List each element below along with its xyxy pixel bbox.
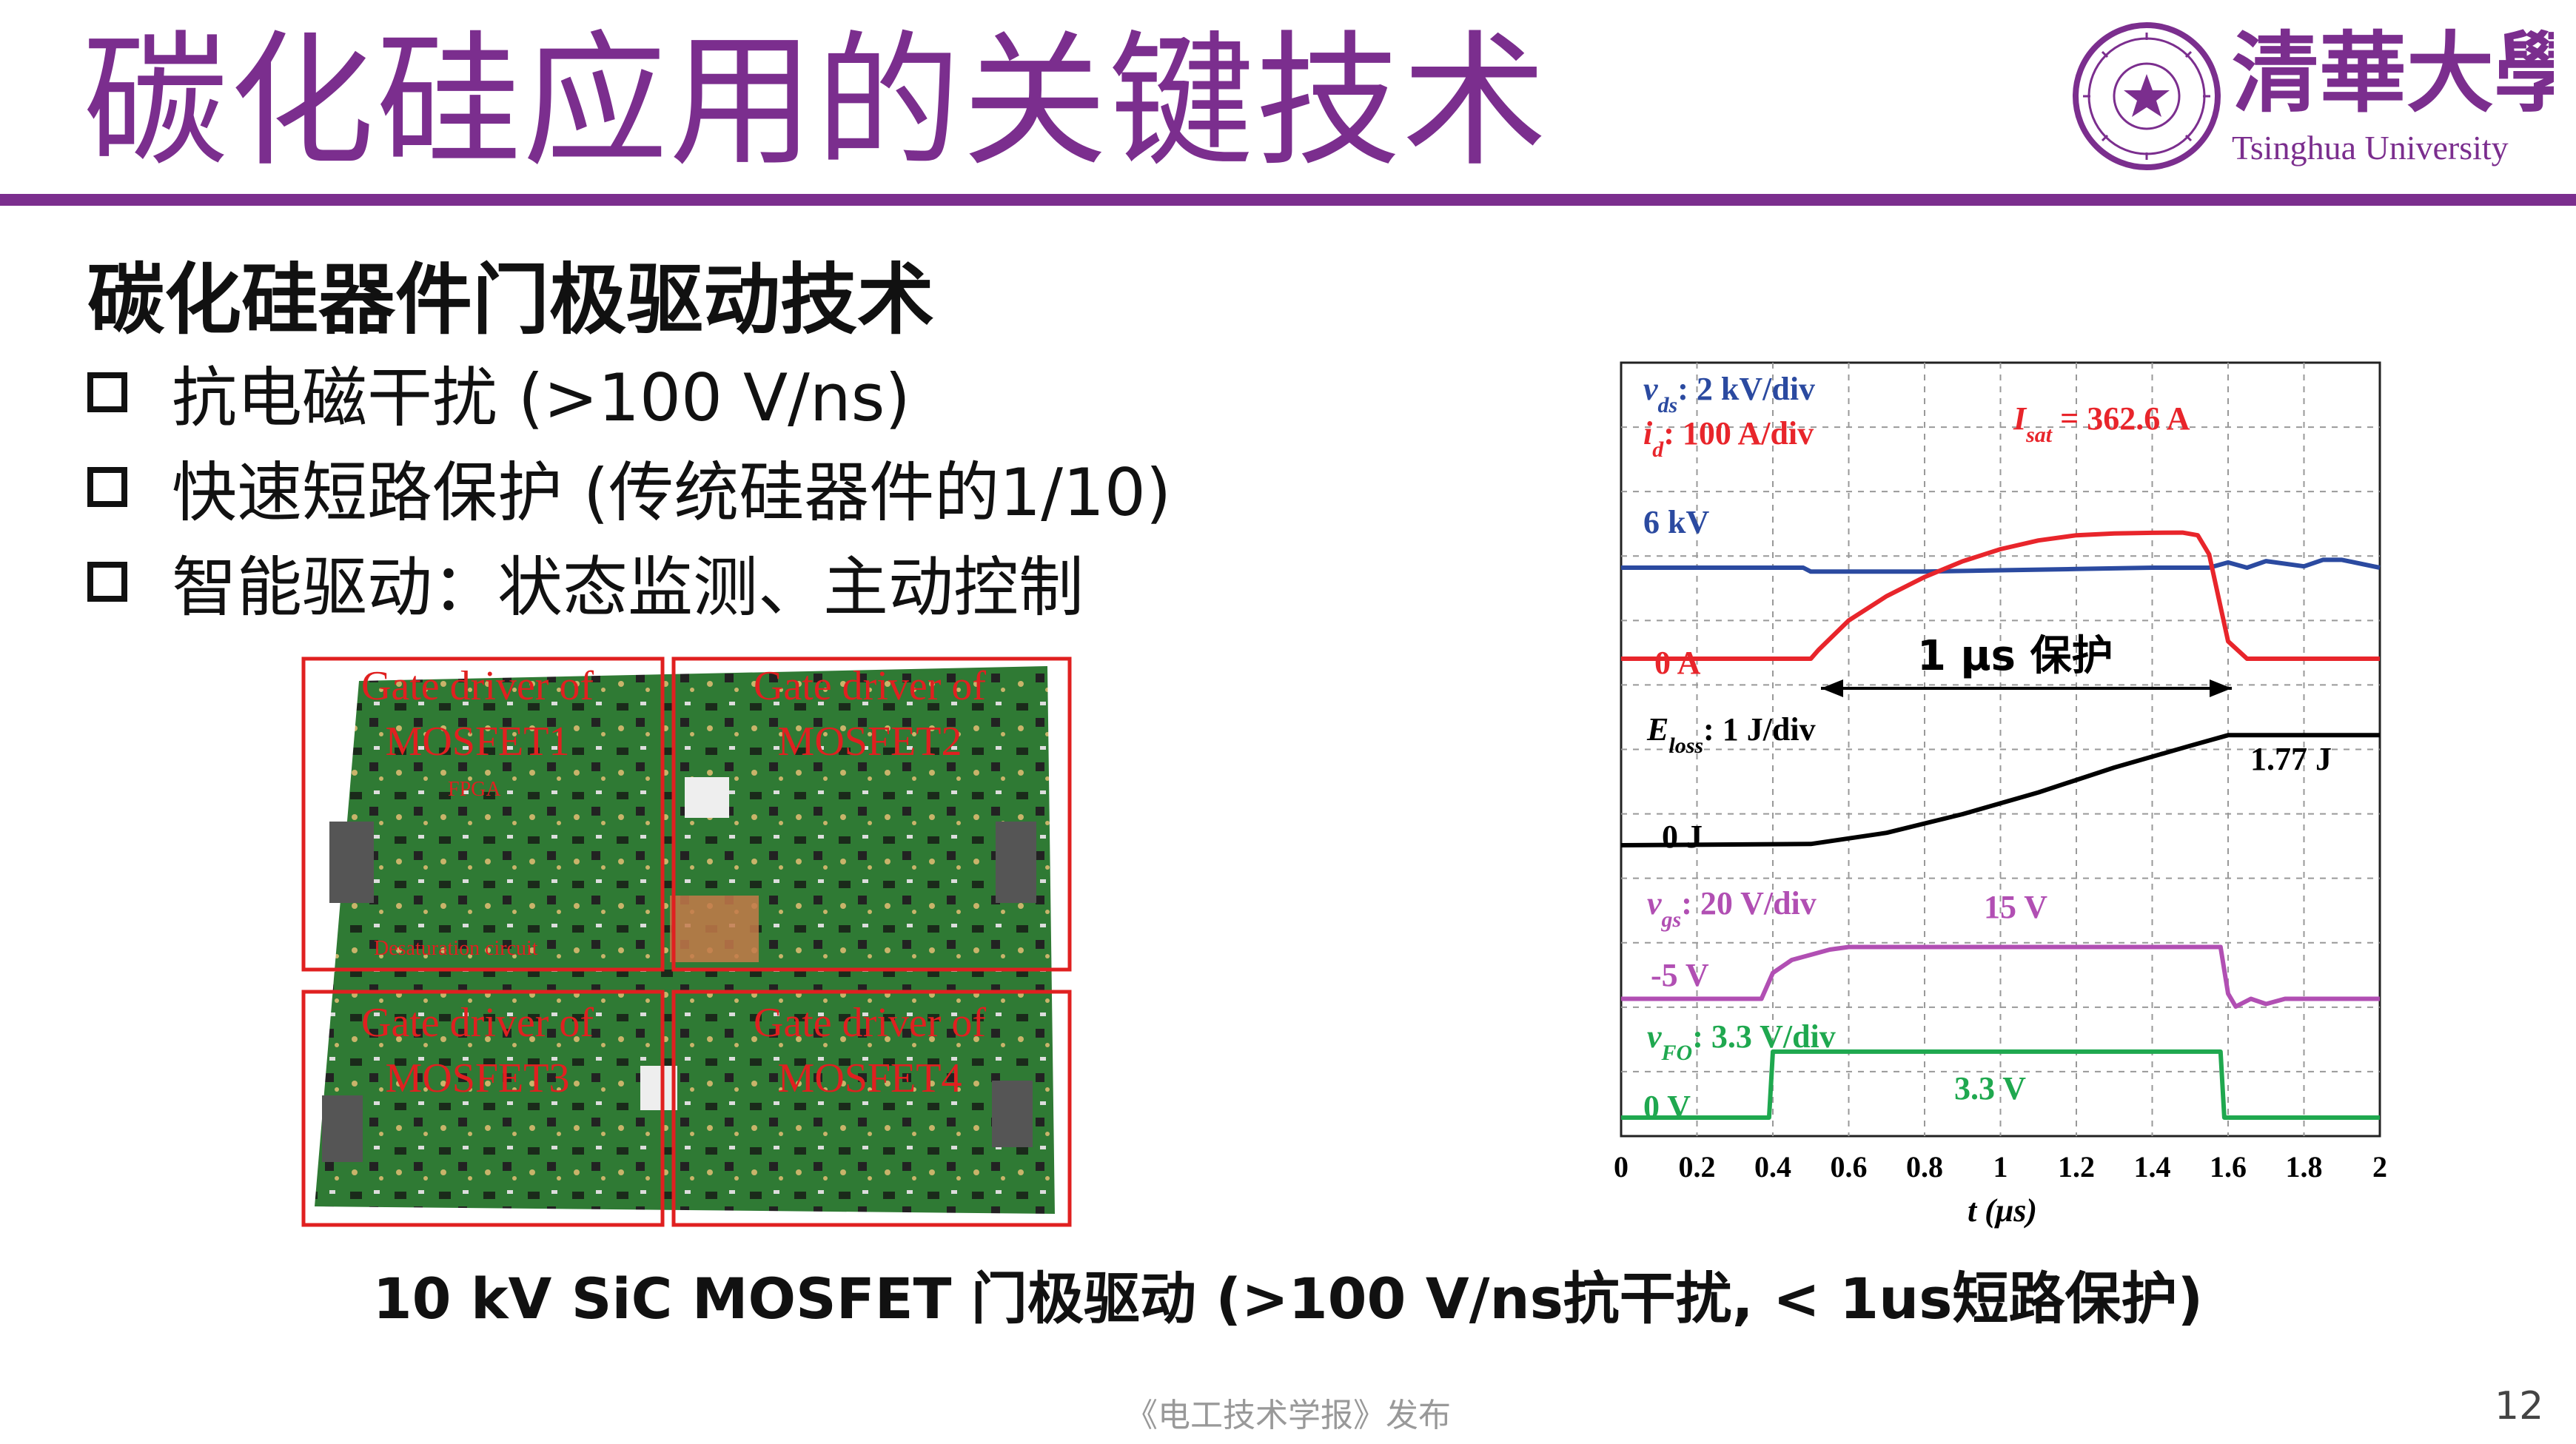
x-tick-label: 0.6 bbox=[1831, 1150, 1868, 1183]
bullet-text: 快速短路保护 (传统硅器件的1/10) bbox=[172, 454, 1172, 531]
tsinghua-logo: 清華大學 Tsinghua University bbox=[2073, 21, 2554, 170]
bullet-text: 抗电磁干扰 (>100 V/ns) bbox=[172, 359, 910, 436]
page-number: 12 bbox=[2495, 1384, 2544, 1428]
gate-driver-board-photo: Gate driver of MOSFET1 Gate driver of MO… bbox=[301, 656, 1072, 1227]
eloss-scale-label: Eloss: 1 J/div bbox=[1646, 711, 1816, 758]
qr-label bbox=[640, 1066, 677, 1110]
bullet-item: 智能驱动：状态监测、主动控制 bbox=[87, 537, 1084, 626]
gate-driver-label: MOSFET3 bbox=[386, 1055, 570, 1101]
gate-driver-label: MOSFET2 bbox=[778, 719, 962, 765]
gate-driver-label: MOSFET4 bbox=[778, 1055, 962, 1101]
isat-annotation: Isat = 362.6 A bbox=[2013, 400, 2190, 447]
connector bbox=[996, 822, 1036, 903]
gate-driver-label: Gate driver of bbox=[361, 663, 594, 709]
series-line-vfo bbox=[1621, 1049, 2380, 1120]
bullet-item: 快速短路保护 (传统硅器件的1/10) bbox=[87, 443, 1171, 531]
gate-driver-3-box bbox=[301, 990, 665, 1227]
vds-level-label: 6 kV bbox=[1643, 504, 1709, 540]
x-tick-label: 2 bbox=[2372, 1150, 2387, 1183]
copper-pad bbox=[670, 896, 759, 962]
x-tick-label: 1.2 bbox=[2058, 1150, 2095, 1183]
x-tick-label: 0.4 bbox=[1754, 1150, 1791, 1183]
gate-driver-label: Gate driver of bbox=[754, 663, 986, 709]
x-tick-label: 0.8 bbox=[1906, 1150, 1943, 1183]
x-tick-label: 1 bbox=[1993, 1150, 2008, 1183]
eloss-final-label: 1.77 J bbox=[2250, 741, 2332, 777]
series-line-vgs bbox=[1621, 944, 2380, 1009]
vgs-scale-label: vgs: 20 V/div bbox=[1647, 885, 1817, 932]
x-tick-label: 1.6 bbox=[2210, 1150, 2247, 1183]
gate-driver-2-box bbox=[671, 656, 1072, 972]
gate-driver-label: Gate driver of bbox=[361, 1000, 594, 1046]
checkbox-bullet-icon bbox=[87, 467, 127, 507]
connector bbox=[992, 1081, 1033, 1147]
qr-label bbox=[685, 777, 729, 818]
x-tick-labels: 0 0.2 0.4 0.6 0.8 1 1.2 1.4 1.6 1.8 2 bbox=[1614, 1150, 2387, 1183]
protection-label: 1 μs 保护 bbox=[1917, 632, 2113, 680]
vfo-scale-label: vFO: 3.3 V/div bbox=[1647, 1018, 1836, 1065]
chart-series bbox=[1620, 530, 2381, 1120]
vfo-high-label: 3.3 V bbox=[1954, 1070, 2026, 1106]
gate-driver-1-box bbox=[301, 656, 665, 972]
figure-caption: 10 kV SiC MOSFET 门极驱动 (>100 V/ns抗干扰, < 1… bbox=[372, 1266, 2204, 1331]
id-zero-label: 0 A bbox=[1654, 645, 1701, 681]
gate-driver-4-box bbox=[671, 990, 1072, 1227]
university-seal-icon bbox=[2073, 22, 2221, 170]
x-tick-label: 0.2 bbox=[1679, 1150, 1716, 1183]
desat-label: Desaturation circuit bbox=[374, 937, 538, 960]
series-line-id bbox=[1621, 530, 2380, 661]
vgs-high-label: 15 V bbox=[1984, 889, 2047, 925]
fpga-label: FPGA bbox=[448, 778, 501, 801]
eloss-zero-label: 0 J bbox=[1662, 819, 1703, 855]
gate-driver-label: Gate driver of bbox=[754, 1000, 986, 1046]
section-heading: 碳化硅器件门极驱动技术 bbox=[87, 255, 935, 345]
vgs-low-label: -5 V bbox=[1651, 957, 1709, 993]
connector bbox=[322, 1095, 363, 1162]
footer-source: 《电工技术学报》发布 bbox=[1125, 1397, 1451, 1434]
vfo-zero-label: 0 V bbox=[1643, 1089, 1691, 1125]
id-scale-label: id: 100 A/div bbox=[1643, 415, 1814, 462]
logo-english-name: Tsinghua University bbox=[2232, 129, 2509, 167]
logo-chinese-name: 清華大學 bbox=[2232, 21, 2554, 124]
series-line-vds bbox=[1621, 557, 2381, 574]
title-divider bbox=[0, 194, 2576, 206]
bullet-item: 抗电磁干扰 (>100 V/ns) bbox=[87, 348, 910, 437]
x-axis-label: t (μs) bbox=[1968, 1192, 2037, 1229]
series-line-eloss bbox=[1620, 733, 2380, 847]
chart-grid bbox=[1621, 363, 2380, 1136]
vds-scale-label: vds: 2 kV/div bbox=[1643, 371, 1815, 417]
protection-interval-arrow bbox=[1821, 679, 2232, 697]
x-tick-label: 1.8 bbox=[2286, 1150, 2323, 1183]
connector bbox=[329, 822, 374, 903]
page-title: 碳化硅应用的关键技术 bbox=[83, 18, 1549, 187]
gate-driver-label: MOSFET1 bbox=[386, 719, 570, 765]
checkbox-bullet-icon bbox=[87, 372, 127, 412]
checkbox-bullet-icon bbox=[87, 562, 127, 602]
x-tick-label: 1.4 bbox=[2134, 1150, 2171, 1183]
bullet-text: 智能驱动：状态监测、主动控制 bbox=[172, 548, 1084, 625]
waveform-chart: 0 0.2 0.4 0.6 0.8 1 1.2 1.4 1.6 1.8 2 vds: 2 kV/di… bbox=[1614, 361, 2387, 1229]
x-tick-label: 0 bbox=[1614, 1150, 1629, 1183]
